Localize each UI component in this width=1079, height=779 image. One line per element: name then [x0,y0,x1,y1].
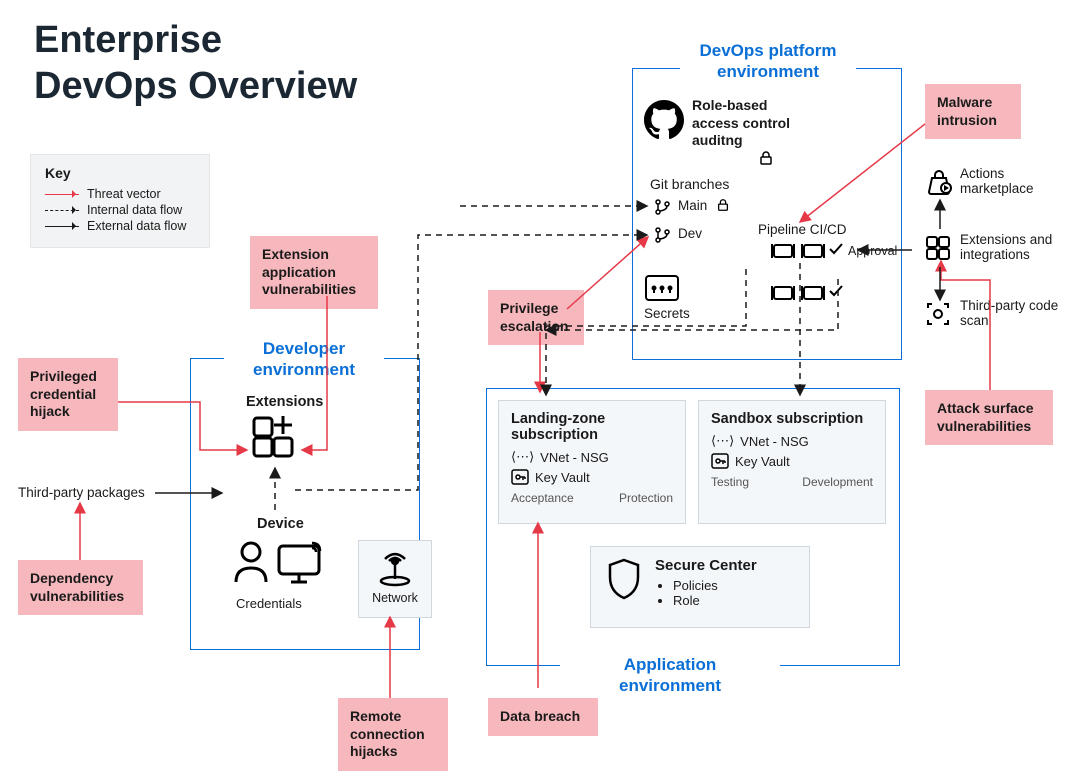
secrets-icon [644,274,680,307]
github-icon [644,100,684,145]
devops-environment-label: DevOps platform environment [680,40,856,83]
threat-privilege-escalation: Privilege escalation [488,290,584,345]
threat-malware-intrusion: Malware intrusion [925,84,1021,139]
key-row-external: External data flow [45,219,195,233]
landing-title: Landing-zone subscription [511,411,673,443]
branch-icon-main [654,198,672,221]
code-scan-label: Third-party code scan [960,298,1060,328]
rbac-label: Role-based access control auditng [692,97,812,150]
network-box: Network [358,540,432,618]
network-label: Network [371,591,419,605]
landing-vnet: ⟨⋯⟩VNet - NSG [511,449,673,465]
secrets-label: Secrets [644,306,690,321]
branch-icon-dev [654,226,672,249]
threat-extension-app-vulnerabilities: Extension application vulnerabilities [250,236,378,309]
user-icon [232,540,270,593]
git-branches-label: Git branches [650,176,729,192]
key-line-internal [45,210,79,211]
pipeline-stage-icon-1 [770,240,796,267]
approval-label: Approval [848,244,897,258]
extensions-integrations-label: Extensions and integrations [960,232,1070,262]
wifi-icon [375,549,415,589]
vnet-icon: ⟨⋯⟩ [711,433,734,449]
pipeline-stage-icon-4 [800,282,826,309]
pipeline-label: Pipeline CI/CD [758,222,847,237]
title-line-1: Enterprise [34,19,222,61]
keyvault-icon [511,469,529,485]
lock-icon [758,150,774,171]
key-label-external: External data flow [87,219,186,233]
code-scan-icon [924,300,952,333]
vnet-icon: ⟨⋯⟩ [511,449,534,465]
pipeline-stage-icon-3 [770,282,796,309]
threat-data-breach: Data breach [488,698,598,736]
legend-key: Key Threat vector Internal data flow Ext… [30,154,210,248]
page-title: Enterprise DevOps Overview [34,18,357,109]
landing-zone-subscription-box: Landing-zone subscription ⟨⋯⟩VNet - NSG … [498,400,686,524]
secure-center-title: Secure Center [655,557,757,574]
secure-center-role: Role [673,593,757,608]
key-line-threat [45,194,79,195]
credentials-label: Credentials [236,596,302,611]
lock-icon-small [716,198,730,217]
checkmark-icon-2 [828,284,844,303]
secure-center-policies: Policies [673,578,757,593]
sandbox-title: Sandbox subscription [711,411,873,427]
key-row-internal: Internal data flow [45,203,195,217]
title-line-2: DevOps Overview [34,65,357,107]
dev-branch-label: Dev [678,226,702,241]
third-party-packages-label: Third-party packages [18,485,145,500]
key-label-internal: Internal data flow [87,203,182,217]
key-title: Key [45,165,195,181]
landing-keyvault: Key Vault [511,469,673,485]
threat-privileged-credential-hijack: Privileged credential hijack [18,358,118,431]
monitor-icon [276,540,326,593]
main-branch-label: Main [678,198,707,213]
key-label-threat: Threat vector [87,187,161,201]
developer-environment-label: Developer environment [224,338,384,381]
extensions-icon [250,414,300,469]
sandbox-vnet: ⟨⋯⟩VNet - NSG [711,433,873,449]
pipeline-stage-icon-2 [800,240,826,267]
actions-marketplace-label: Actions marketplace [960,166,1060,196]
key-line-external [45,226,79,227]
keyvault-icon [711,453,729,469]
application-environment-label: Application environment [560,654,780,697]
device-label: Device [257,516,304,532]
threat-attack-surface-vulnerabilities: Attack surface vulnerabilities [925,390,1053,445]
integrations-icon [924,234,952,267]
sandbox-keyvault: Key Vault [711,453,873,469]
shield-icon [605,557,643,601]
secure-center-box: Secure Center Policies Role [590,546,810,628]
threat-dependency-vulnerabilities: Dependency vulnerabilities [18,560,143,615]
key-row-threat: Threat vector [45,187,195,201]
marketplace-icon [924,168,954,203]
threat-remote-connection-hijacks: Remote connection hijacks [338,698,448,771]
sandbox-subscription-box: Sandbox subscription ⟨⋯⟩VNet - NSG Key V… [698,400,886,524]
checkmark-icon-1 [828,242,844,261]
extensions-label: Extensions [246,394,323,410]
